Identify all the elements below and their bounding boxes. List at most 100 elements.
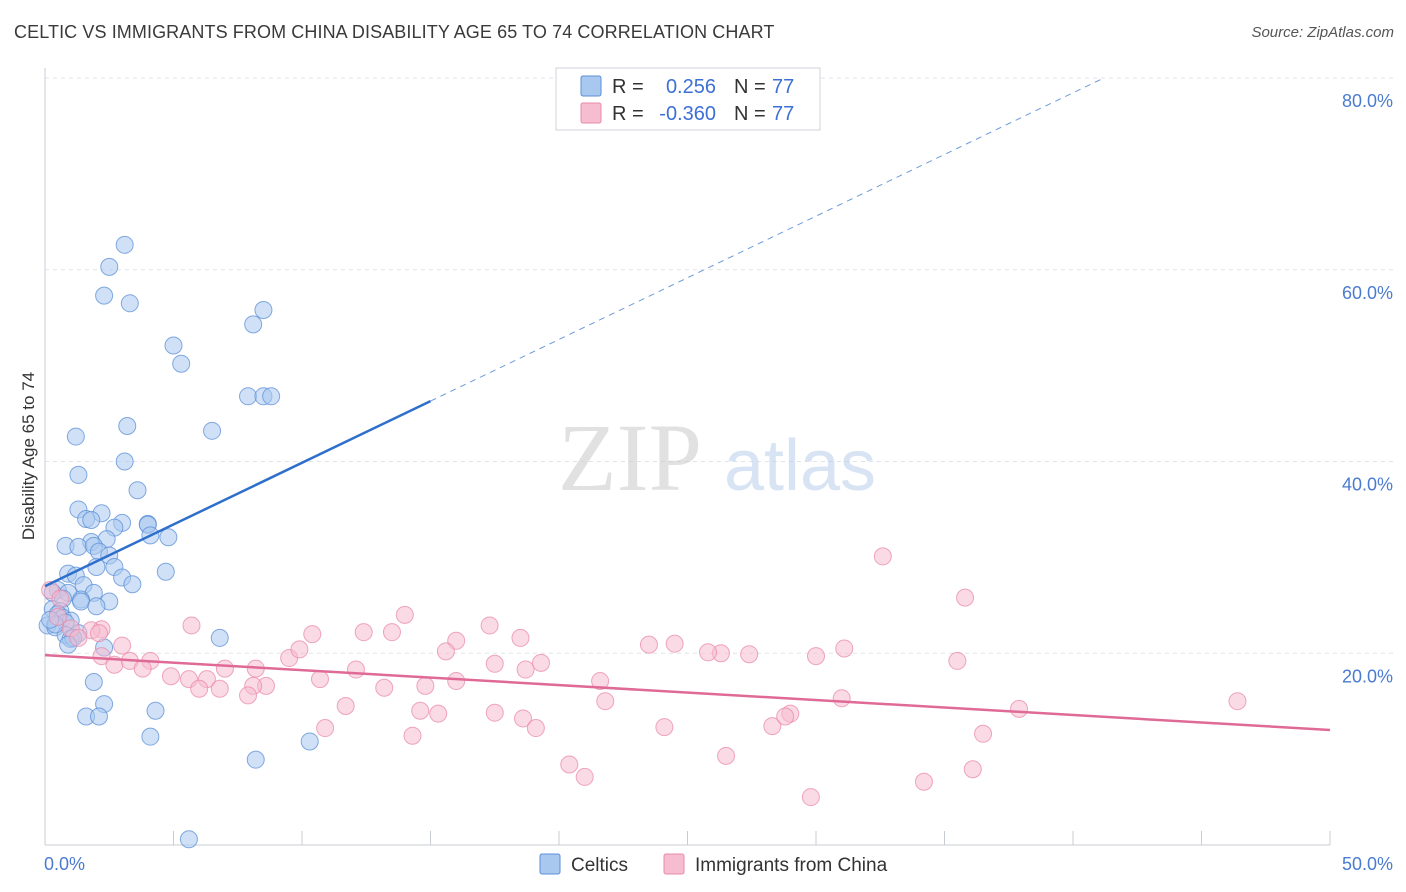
- trend-lines: [44, 77, 1331, 732]
- celtic-point: [128, 481, 147, 500]
- china-point: [516, 660, 535, 679]
- legend-swatch-celtic: [580, 75, 602, 97]
- china-point: [914, 772, 933, 791]
- source-credit: Source: ZipAtlas.com: [1251, 24, 1394, 41]
- celtic-point: [118, 417, 137, 436]
- celtic-point: [115, 452, 134, 471]
- china-point: [596, 692, 615, 711]
- china-point: [215, 659, 234, 678]
- celtic-point: [172, 354, 191, 373]
- celtic-point: [239, 387, 258, 406]
- celtic-point: [246, 750, 265, 769]
- watermark: ZIP atlas: [558, 404, 876, 511]
- celtic-point: [87, 597, 106, 616]
- correlation-legend: R = 0.256 N = 77 R = -0.360 N = 77: [555, 67, 821, 131]
- legend-r-label-china: R =: [612, 103, 644, 125]
- celtic-point: [66, 427, 85, 446]
- tick-labels: 20.0% 40.0% 60.0% 80.0% 0.0% 50.0%: [44, 91, 1393, 874]
- china-point: [92, 647, 111, 666]
- celtic-point: [123, 575, 142, 594]
- china-point: [532, 653, 551, 672]
- china-point: [1228, 692, 1247, 711]
- legend-r-label-celtic: R =: [612, 76, 644, 98]
- celtic-point: [69, 537, 88, 556]
- china-point: [974, 724, 993, 743]
- y-axis-label: Disability Age 65 to 74: [19, 372, 38, 540]
- celtic-point: [146, 701, 165, 720]
- china-point: [411, 701, 430, 720]
- china-trend-line: [44, 653, 1331, 732]
- china-point: [832, 689, 851, 708]
- china-point: [89, 624, 108, 643]
- china-point: [665, 634, 684, 653]
- bottom-swatch-celtic: [539, 853, 561, 875]
- bottom-legend-china: Immigrants from China: [695, 855, 888, 876]
- china-point: [526, 719, 545, 738]
- y-tick-label: 80.0%: [1342, 91, 1393, 111]
- china-point: [776, 707, 795, 726]
- china-point: [511, 628, 530, 647]
- celtic-point: [262, 387, 281, 406]
- china-point: [956, 588, 975, 607]
- china-point: [655, 718, 674, 737]
- celtic-point: [159, 528, 178, 547]
- china-point: [963, 760, 982, 779]
- celtic-point: [115, 235, 134, 254]
- china-point: [310, 670, 329, 689]
- legend-n-label-celtic: N =: [734, 76, 766, 98]
- china-point: [591, 672, 610, 691]
- china-point: [182, 616, 201, 635]
- china-point: [354, 623, 373, 642]
- celtic-point: [84, 673, 103, 692]
- china-point: [763, 717, 782, 736]
- legend-swatch-china: [580, 102, 602, 124]
- celtic-point: [179, 830, 198, 849]
- china-point: [51, 589, 70, 608]
- celtic-point: [244, 315, 263, 334]
- china-point: [740, 645, 759, 664]
- china-point: [48, 607, 67, 626]
- celtic-point: [164, 336, 183, 355]
- china-point: [346, 660, 365, 679]
- watermark-zip: ZIP: [558, 404, 702, 511]
- series-legend: Celtics Immigrants from China: [539, 853, 888, 876]
- celtic-point: [203, 421, 222, 440]
- china-point: [382, 623, 401, 642]
- china-point: [699, 643, 718, 662]
- celtic-point: [82, 510, 101, 529]
- celtic-point: [69, 465, 88, 484]
- china-point: [948, 651, 967, 670]
- china-point: [480, 616, 499, 635]
- celtic-trend-extension: [430, 77, 1105, 402]
- chart-title: CELTIC VS IMMIGRANTS FROM CHINA DISABILI…: [14, 22, 775, 42]
- celtic-point: [156, 562, 175, 581]
- china-point: [835, 639, 854, 658]
- celtic-point: [120, 294, 139, 313]
- legend-n-value-china: 77: [772, 103, 794, 125]
- china-point: [316, 719, 335, 738]
- china-point: [375, 678, 394, 697]
- china-point: [575, 767, 594, 786]
- china-point: [133, 659, 152, 678]
- china-point: [416, 676, 435, 695]
- china-point: [717, 746, 736, 765]
- china-point: [239, 686, 258, 705]
- china-point: [485, 654, 504, 673]
- legend-r-value-china: -0.360: [659, 103, 716, 125]
- china-point: [210, 679, 229, 698]
- legend-n-value-celtic: 77: [772, 76, 794, 98]
- china-point: [113, 636, 132, 655]
- china-point: [873, 547, 892, 566]
- china-points: [41, 547, 1247, 807]
- china-point: [801, 788, 820, 807]
- celtic-point: [95, 286, 114, 305]
- y-tick-label: 60.0%: [1342, 283, 1393, 303]
- x-tick-label: 50.0%: [1342, 854, 1393, 874]
- celtic-point: [100, 257, 119, 276]
- china-point: [161, 667, 180, 686]
- china-point: [1010, 699, 1029, 718]
- china-point: [639, 635, 658, 654]
- china-point: [447, 672, 466, 691]
- celtic-point: [300, 732, 319, 751]
